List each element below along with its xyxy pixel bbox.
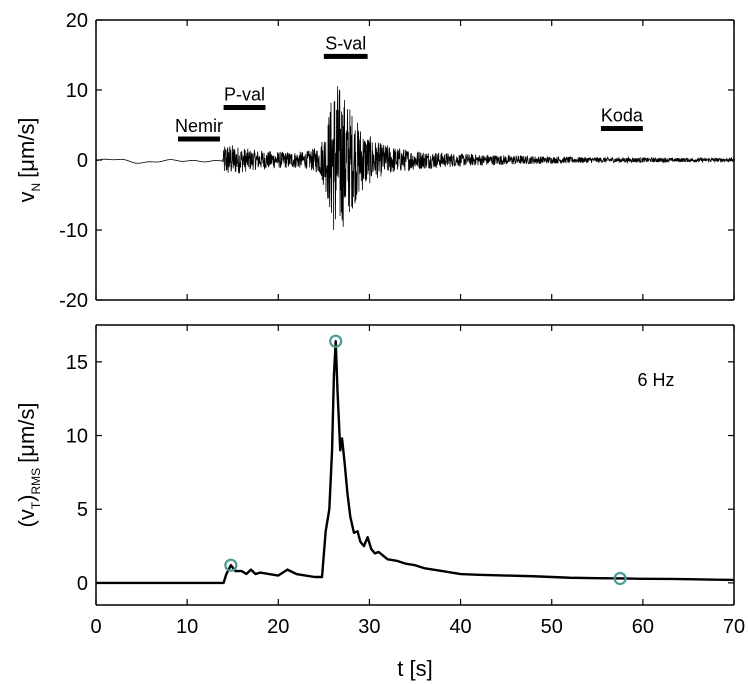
peak-marker — [613, 571, 627, 586]
x-tick-label: 30 — [358, 616, 380, 638]
top-y-tick-label: -20 — [59, 290, 88, 312]
bottom-y-tick-label: 5 — [77, 499, 88, 521]
x-tick-label: 60 — [632, 616, 654, 638]
peak-marker — [224, 558, 238, 572]
x-tick-label: 70 — [723, 616, 745, 638]
bottom-y-tick-label: 10 — [66, 426, 88, 448]
frequency-annotation: 6 Hz — [637, 370, 674, 390]
phase-bar — [323, 53, 368, 59]
bottom-y-tick-label: 0 — [77, 573, 88, 595]
phase-bar — [178, 136, 220, 142]
peak-marker — [329, 334, 343, 348]
x-tick-label: 20 — [267, 616, 289, 638]
x-tick-label: 40 — [449, 616, 471, 638]
bottom-y-tick-label: 15 — [66, 352, 88, 374]
rms-series-line — [96, 340, 735, 585]
phase-label: Koda — [601, 106, 644, 126]
x-axis-label: t [s] — [397, 656, 432, 681]
top-y-tick-label: 20 — [66, 10, 88, 32]
x-tick-label: 0 — [90, 616, 101, 638]
phase-label: Nemir — [175, 116, 223, 136]
seismogram-trace — [95, 86, 735, 230]
phase-bar — [223, 105, 266, 110]
phase-label: S-val — [325, 33, 366, 53]
phase-bar — [600, 126, 643, 131]
top-y-axis-label: vN[μm/s] — [14, 117, 43, 202]
x-tick-label: 10 — [176, 616, 198, 638]
top-y-tick-label: 10 — [66, 80, 88, 102]
bottom-panel: 0 5 10 15 0 10 20 30 40 50 60 70 6 Hz (vT)RMS[μm/s… — [14, 324, 745, 681]
phase-label: P-val — [224, 85, 265, 105]
top-y-tick-label: 0 — [77, 150, 88, 172]
top-y-tick-label: -10 — [59, 220, 88, 242]
x-tick-label: 50 — [541, 616, 563, 638]
bottom-y-axis-label: (vT)RMS[μm/s] — [14, 402, 43, 527]
